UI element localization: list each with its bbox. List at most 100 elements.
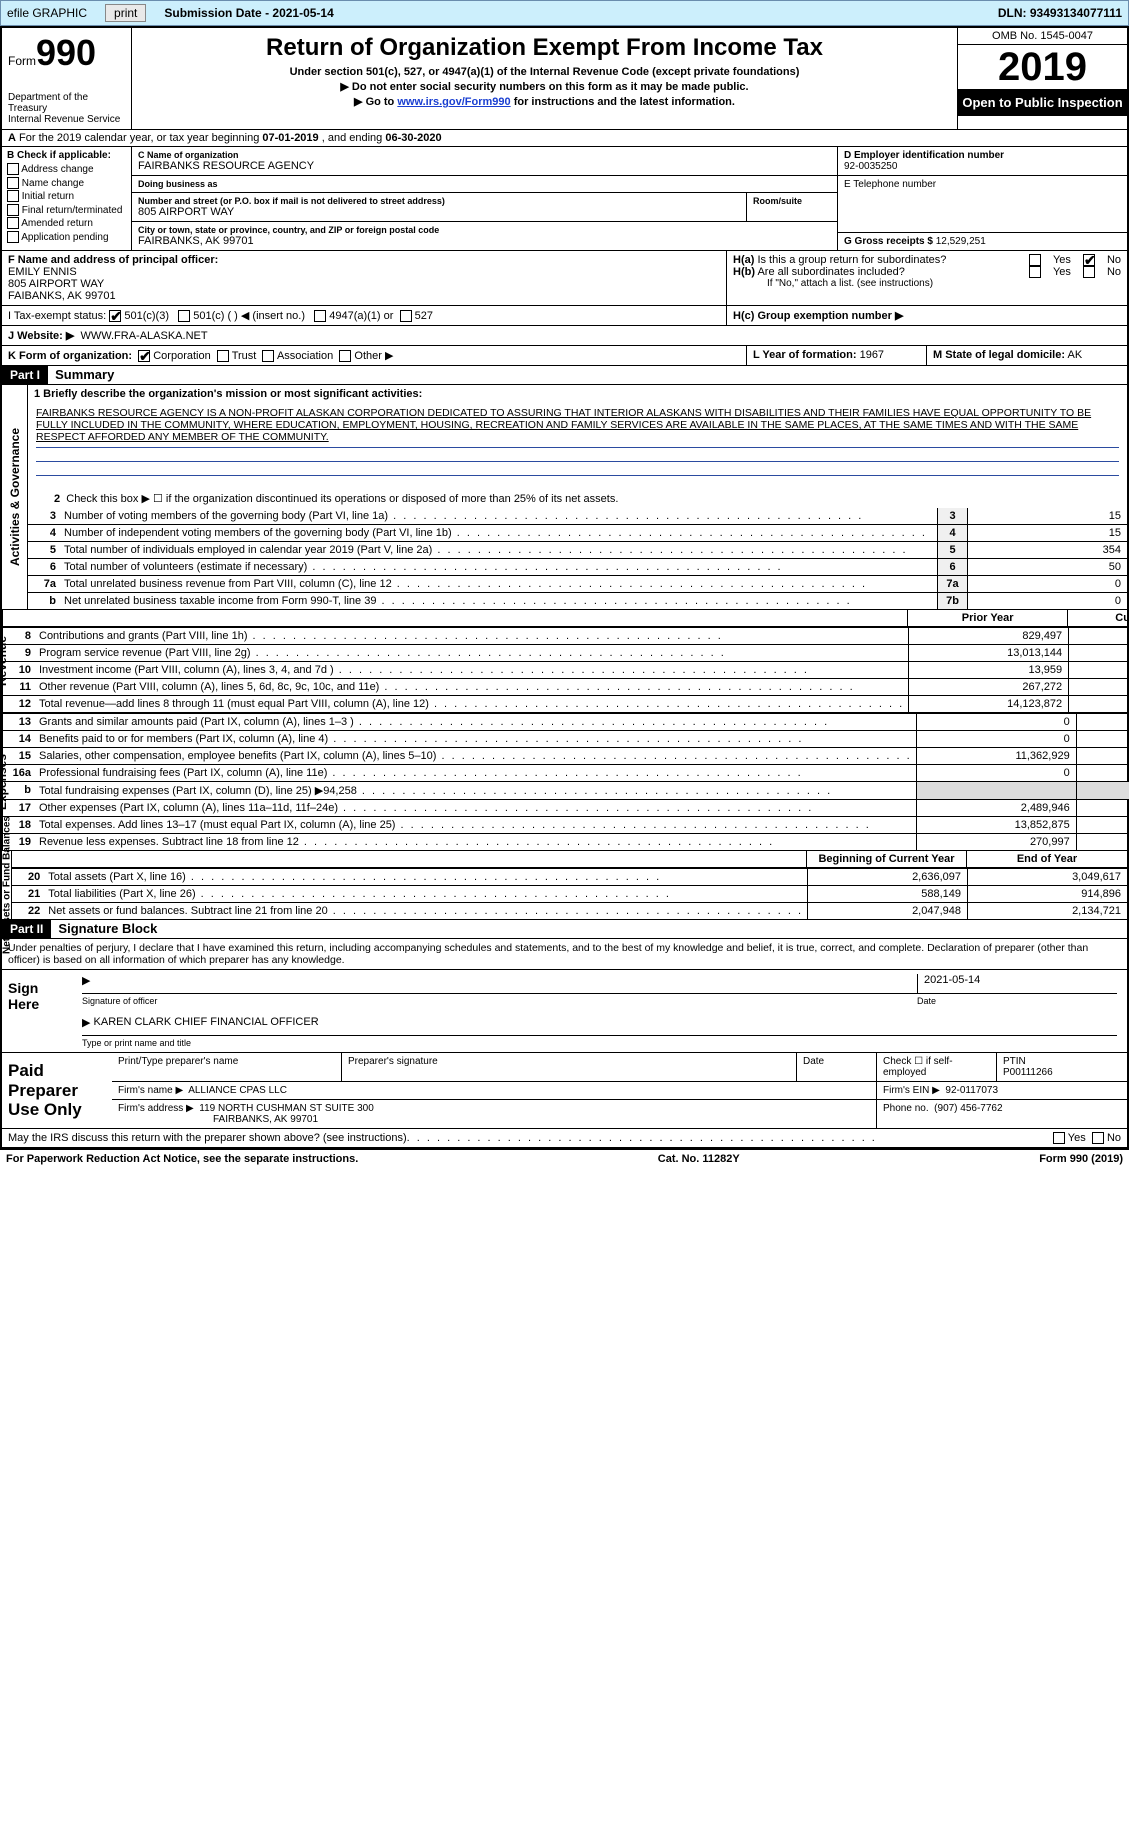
chk-4947[interactable] xyxy=(314,310,326,322)
chk-corp[interactable] xyxy=(138,350,150,362)
mission-text: FAIRBANKS RESOURCE AGENCY IS A NON-PROFI… xyxy=(28,403,1127,447)
ptin: P00111266 xyxy=(1003,1067,1121,1078)
irs-link[interactable]: www.irs.gov/Form990 xyxy=(397,96,510,108)
prior-value: 270,997 xyxy=(916,834,1076,850)
line-text: Total liabilities (Part X, line 26) xyxy=(44,886,807,902)
line-h: H(a) Is this a group return for subordin… xyxy=(727,251,1127,305)
line-value: 0 xyxy=(967,593,1127,609)
current-value: 255,935 xyxy=(1076,834,1129,850)
q1-label: 1 Briefly describe the organization's mi… xyxy=(34,388,422,400)
row-j: J Website: ▶ WWW.FRA-ALASKA.NET xyxy=(2,326,1127,346)
sidebar-governance: Activities & Governance xyxy=(8,428,22,566)
sidebar-expenses: Expenses xyxy=(0,754,9,810)
city: FAIRBANKS, AK 99701 xyxy=(138,235,831,247)
chk-address-change[interactable]: Address change xyxy=(7,163,126,177)
current-value: 2,350,715 xyxy=(1076,800,1129,816)
col-prior-year: Prior Year xyxy=(908,610,1068,626)
firm-addr-lbl: Firm's address ▶ xyxy=(118,1103,194,1114)
line-value: 50 xyxy=(967,559,1127,575)
chk-assoc[interactable] xyxy=(262,350,274,362)
section-revenue: Revenue Prior Year Current Year 8 Contri… xyxy=(2,610,1127,713)
prior-value: 2,047,948 xyxy=(807,903,967,919)
discuss-row: May the IRS discuss this return with the… xyxy=(2,1129,1127,1148)
line-text: Salaries, other compensation, employee b… xyxy=(35,748,916,764)
section-governance: Activities & Governance 1 Briefly descri… xyxy=(2,385,1127,610)
pra-notice: For Paperwork Reduction Act Notice, see … xyxy=(6,1153,358,1165)
col-current-year: Current Year xyxy=(1068,610,1129,626)
current-value: 914,896 xyxy=(967,886,1127,902)
state-domicile: AK xyxy=(1067,349,1082,361)
chk-lbl: Address change xyxy=(21,164,93,175)
ha-yes[interactable] xyxy=(1029,254,1041,266)
form-header: Form990 Department of the TreasuryIntern… xyxy=(2,28,1127,130)
prep-name-lbl: Print/Type preparer's name xyxy=(118,1056,335,1067)
tax-year: 2019 xyxy=(958,45,1127,89)
chk-name-change[interactable]: Name change xyxy=(7,177,126,191)
line-text: Revenue less expenses. Subtract line 18 … xyxy=(35,834,916,850)
line-box: 6 xyxy=(937,559,967,575)
chk-lbl: Final return/terminated xyxy=(22,205,123,216)
prior-value: 588,149 xyxy=(807,886,967,902)
current-value: 0 xyxy=(1076,765,1129,781)
line-item: 9 Program service revenue (Part VIII, li… xyxy=(3,644,1129,661)
dba-lbl: Doing business as xyxy=(138,179,831,189)
current-value: 9,920,401 xyxy=(1076,748,1129,764)
part1-header-row: Part I Summary xyxy=(2,366,1127,385)
line-text: Investment income (Part VIII, column (A)… xyxy=(35,662,908,678)
phone-lbl: E Telephone number xyxy=(844,179,1121,190)
no-lbl: No xyxy=(1107,1132,1121,1144)
sub3-pre: ▶ Go to xyxy=(354,96,397,108)
current-value: 12,527,051 xyxy=(1068,696,1129,712)
ha-no[interactable] xyxy=(1083,254,1095,266)
prior-value xyxy=(916,782,1076,799)
current-value: 12,271,116 xyxy=(1076,817,1129,833)
line-m-lbl: M State of legal domicile: xyxy=(933,349,1065,361)
current-value: 3,049,617 xyxy=(967,869,1127,885)
hb-yes[interactable] xyxy=(1029,266,1041,278)
line-num: 5 xyxy=(28,542,60,558)
line-item: 8 Contributions and grants (Part VIII, l… xyxy=(3,627,1129,644)
prior-value: 0 xyxy=(916,731,1076,747)
line-text: Professional fundraising fees (Part IX, … xyxy=(35,765,916,781)
chk-501c3[interactable] xyxy=(109,310,121,322)
dln-label: DLN: 93493134077111 xyxy=(998,6,1122,20)
discuss-no[interactable] xyxy=(1092,1132,1104,1144)
chk-501c[interactable] xyxy=(178,310,190,322)
print-button[interactable]: print xyxy=(105,4,146,22)
form-title: Return of Organization Exempt From Incom… xyxy=(138,34,951,62)
col-defg: D Employer identification number 92-0035… xyxy=(837,147,1127,250)
header-center: Return of Organization Exempt From Incom… xyxy=(132,28,957,129)
line-item: 21 Total liabilities (Part X, line 26) 5… xyxy=(12,885,1127,902)
chk-527[interactable] xyxy=(400,310,412,322)
chk-trust[interactable] xyxy=(217,350,229,362)
col-b: B Check if applicable: Address change Na… xyxy=(2,147,132,250)
chk-amended-return[interactable]: Amended return xyxy=(7,217,126,231)
line-item: 4 Number of independent voting members o… xyxy=(28,524,1127,541)
line-item: b Total fundraising expenses (Part IX, c… xyxy=(3,781,1129,799)
line-item: 7a Total unrelated business revenue from… xyxy=(28,575,1127,592)
line-item: 14 Benefits paid to or for members (Part… xyxy=(3,730,1129,747)
sig-date: 2021-05-14 xyxy=(917,974,1117,993)
chk-application-pending[interactable]: Application pending xyxy=(7,231,126,245)
prior-value: 13,959 xyxy=(908,662,1068,678)
col-beginning-year: Beginning of Current Year xyxy=(807,851,967,867)
ein: 92-0035250 xyxy=(844,161,1121,172)
prior-value: 14,123,872 xyxy=(908,696,1068,712)
line-num: 22 xyxy=(12,903,44,919)
line-text: Other revenue (Part VIII, column (A), li… xyxy=(35,679,908,695)
prior-value: 13,852,875 xyxy=(916,817,1076,833)
discuss-yes[interactable] xyxy=(1053,1132,1065,1144)
current-value: 1,543 xyxy=(1068,662,1129,678)
chk-initial-return[interactable]: Initial return xyxy=(7,190,126,204)
line-item: 19 Revenue less expenses. Subtract line … xyxy=(3,833,1129,850)
chk-other[interactable] xyxy=(339,350,351,362)
section-net-assets: Net Assets or Fund Balances Beginning of… xyxy=(2,851,1127,920)
line-item: b Net unrelated business taxable income … xyxy=(28,592,1127,609)
hb-no[interactable] xyxy=(1083,266,1095,278)
org-name: FAIRBANKS RESOURCE AGENCY xyxy=(138,160,831,172)
no-lbl: No xyxy=(1107,254,1121,266)
current-value xyxy=(1076,782,1129,799)
chk-lbl: Name change xyxy=(22,178,84,189)
year-begin: 07-01-2019 xyxy=(262,132,318,144)
chk-final-return[interactable]: Final return/terminated xyxy=(7,204,126,218)
